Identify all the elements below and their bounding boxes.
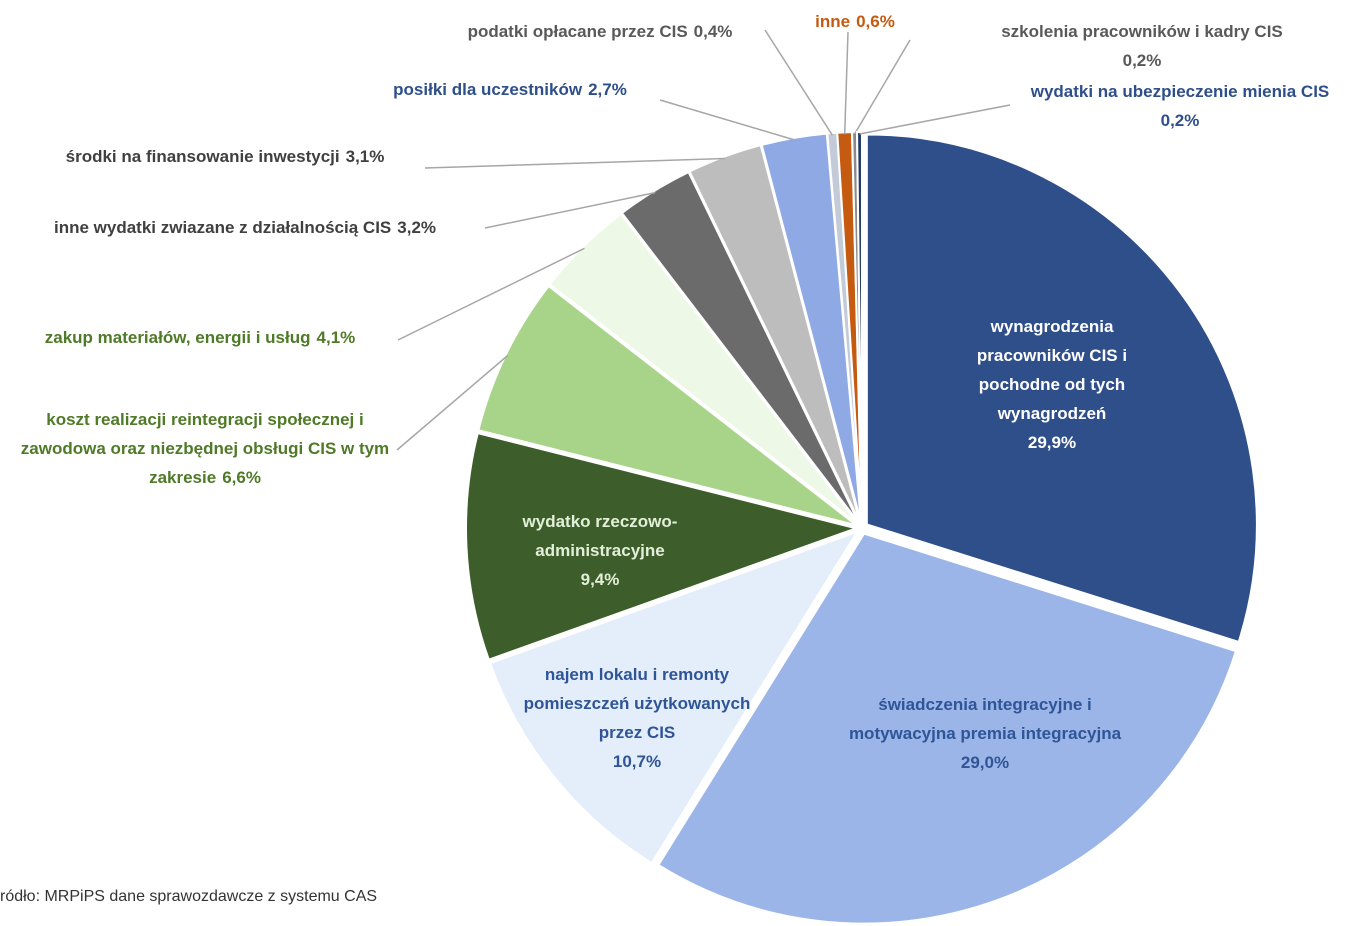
slice-label: szkolenia pracowników i kadry CIS 0,2%	[962, 17, 1322, 75]
value-label: 6,6%	[222, 468, 261, 487]
category-label: wydatki na ubezpieczenie mienia CIS	[1030, 82, 1330, 101]
category-label: posiłki dla uczestników	[393, 80, 583, 99]
leader-line	[659, 99, 795, 141]
category-label: koszt realizacji reintegracji społecznej…	[20, 410, 390, 487]
value-label: 4,1%	[316, 328, 356, 347]
pie-slice	[477, 284, 858, 527]
slice-label: podatki opłacane przez CIS 0,4%	[435, 17, 765, 46]
slice-label: świadczenia integracyjne i motywacyjna p…	[845, 690, 1125, 777]
value-label: 29,9%	[1027, 433, 1077, 452]
pie-slice	[688, 143, 861, 523]
leader-line	[853, 39, 911, 135]
category-label: podatki opłacane przez CIS	[467, 22, 688, 41]
value-label: 29,0%	[960, 753, 1010, 772]
leader-line	[424, 157, 726, 169]
category-label: szkolenia pracowników i kadry CIS	[1001, 22, 1283, 41]
value-label: 0,2%	[1122, 51, 1162, 70]
pie-slice	[856, 130, 863, 523]
slice-label: najem lokalu i remonty pomieszczeń użytk…	[522, 660, 752, 776]
value-label: 0,4%	[693, 22, 733, 41]
leader-line	[396, 354, 509, 451]
pie-slice	[657, 532, 1238, 925]
pie-slice	[865, 133, 1258, 644]
source-note: ródło: MRPiPS dane sprawozdawcze z syste…	[0, 888, 378, 905]
pie-slice	[620, 170, 860, 524]
slice-label: wydatko rzeczowo-administracyjne 9,4%	[490, 507, 710, 594]
category-label: inne	[815, 12, 851, 31]
value-label: 3,2%	[397, 218, 437, 237]
value-label: 3,1%	[345, 147, 385, 166]
slice-label: koszt realizacji reintegracji społecznej…	[10, 405, 400, 492]
category-label: inne wydatki zwiazane z działalnością CI…	[53, 218, 392, 237]
pie-slice	[488, 529, 860, 865]
leader-line	[397, 247, 585, 341]
value-label: 0,2%	[1160, 111, 1200, 130]
value-label: 9,4%	[580, 570, 620, 589]
value-label: 2,7%	[588, 80, 627, 99]
slice-label: posiłki dla uczestników 2,7%	[350, 75, 670, 104]
leader-line	[764, 29, 833, 136]
pie-slice	[465, 431, 860, 661]
slice-label: środki na finansowanie inwestycji 3,1%	[15, 142, 435, 171]
category-label: zakup materiałów, energii i usług	[44, 328, 311, 347]
pie-slice	[548, 212, 859, 525]
value-label: 10,7%	[612, 752, 662, 771]
slice-label: inne wydatki zwiazane z działalnością CI…	[5, 213, 485, 242]
category-label: najem lokalu i remonty pomieszczeń użytk…	[523, 665, 751, 742]
leader-line	[859, 104, 1011, 135]
leader-line	[843, 31, 849, 135]
slice-label: wynagrodzenia pracowników CIS i pochodne…	[947, 312, 1157, 457]
category-label: wynagrodzenia pracowników CIS i pochodne…	[976, 317, 1128, 423]
slice-label: inne 0,6%	[790, 7, 920, 36]
category-label: świadczenia integracyjne i motywacyjna p…	[848, 695, 1122, 743]
category-label: wydatko rzeczowo-administracyjne	[522, 512, 678, 560]
slice-label: wydatki na ubezpieczenie mienia CIS 0,2%	[1015, 77, 1345, 135]
slice-label: zakup materiałów, energii i usług 4,1%	[0, 323, 400, 352]
leader-line	[484, 191, 656, 229]
value-label: 0,6%	[856, 12, 895, 31]
category-label: środki na finansowanie inwestycji	[65, 147, 340, 166]
